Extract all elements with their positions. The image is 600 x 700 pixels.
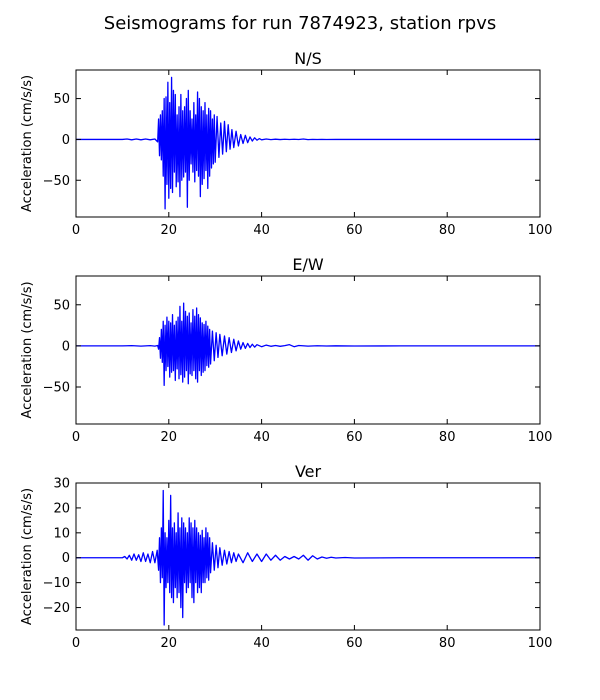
- y-axis-label: Acceleration (cm/s/s): [20, 281, 35, 418]
- subplot-title: E/W: [292, 255, 324, 274]
- y-tick-label: 20: [53, 501, 70, 516]
- y-axis-label: Acceleration (cm/s/s): [20, 488, 35, 625]
- y-tick-label: 0: [62, 551, 70, 566]
- y-tick-label: 10: [53, 526, 70, 541]
- seismogram-trace: [76, 302, 540, 387]
- y-tick-label: −10: [43, 576, 70, 591]
- plot-frame: [75, 275, 541, 425]
- x-tick-label: 100: [528, 223, 553, 238]
- x-tick-label: 0: [72, 636, 80, 651]
- plot-frame: [75, 482, 541, 631]
- plot-frame: [75, 69, 541, 218]
- seismogram-trace: [76, 76, 540, 210]
- x-tick-label: 60: [346, 430, 363, 445]
- subplot-1: N/S Acceleration (cm/s/s) 0 20 40 60 80 100 −50 0…: [20, 49, 552, 238]
- x-tick-label: 60: [346, 636, 363, 651]
- x-tick-label: 20: [161, 223, 178, 238]
- subplot-2: E/W Acceleration (cm/s/s) 0 20 40 60 80 100 −50 0…: [20, 255, 552, 445]
- subplot-title: Ver: [295, 462, 322, 481]
- x-tick-label: 40: [253, 430, 270, 445]
- figure-title: Seismograms for run 7874923, station rpv…: [104, 13, 496, 34]
- y-tick-label: 0: [62, 339, 70, 354]
- y-tick-label: −20: [43, 601, 70, 616]
- x-tick-label: 100: [528, 636, 553, 651]
- x-tick-label: 40: [253, 636, 270, 651]
- x-tick-label: 40: [253, 223, 270, 238]
- y-tick-label: −50: [43, 174, 70, 189]
- y-tick-label: 30: [53, 477, 70, 492]
- y-tick-label: 0: [62, 133, 70, 148]
- subplot-title: N/S: [294, 49, 322, 68]
- y-tick-label: 50: [53, 298, 70, 313]
- x-tick-label: 80: [439, 636, 456, 651]
- x-tick-label: 80: [439, 223, 456, 238]
- y-tick-label: −50: [43, 381, 70, 396]
- x-tick-label: 0: [72, 430, 80, 445]
- y-axis-label: Acceleration (cm/s/s): [20, 75, 35, 212]
- x-tick-label: 60: [346, 223, 363, 238]
- x-tick-label: 20: [161, 430, 178, 445]
- seismogram-trace: [76, 489, 540, 626]
- x-tick-label: 80: [439, 430, 456, 445]
- x-tick-label: 20: [161, 636, 178, 651]
- x-tick-label: 100: [528, 430, 553, 445]
- y-tick-label: 50: [53, 92, 70, 107]
- x-tick-label: 0: [72, 223, 80, 238]
